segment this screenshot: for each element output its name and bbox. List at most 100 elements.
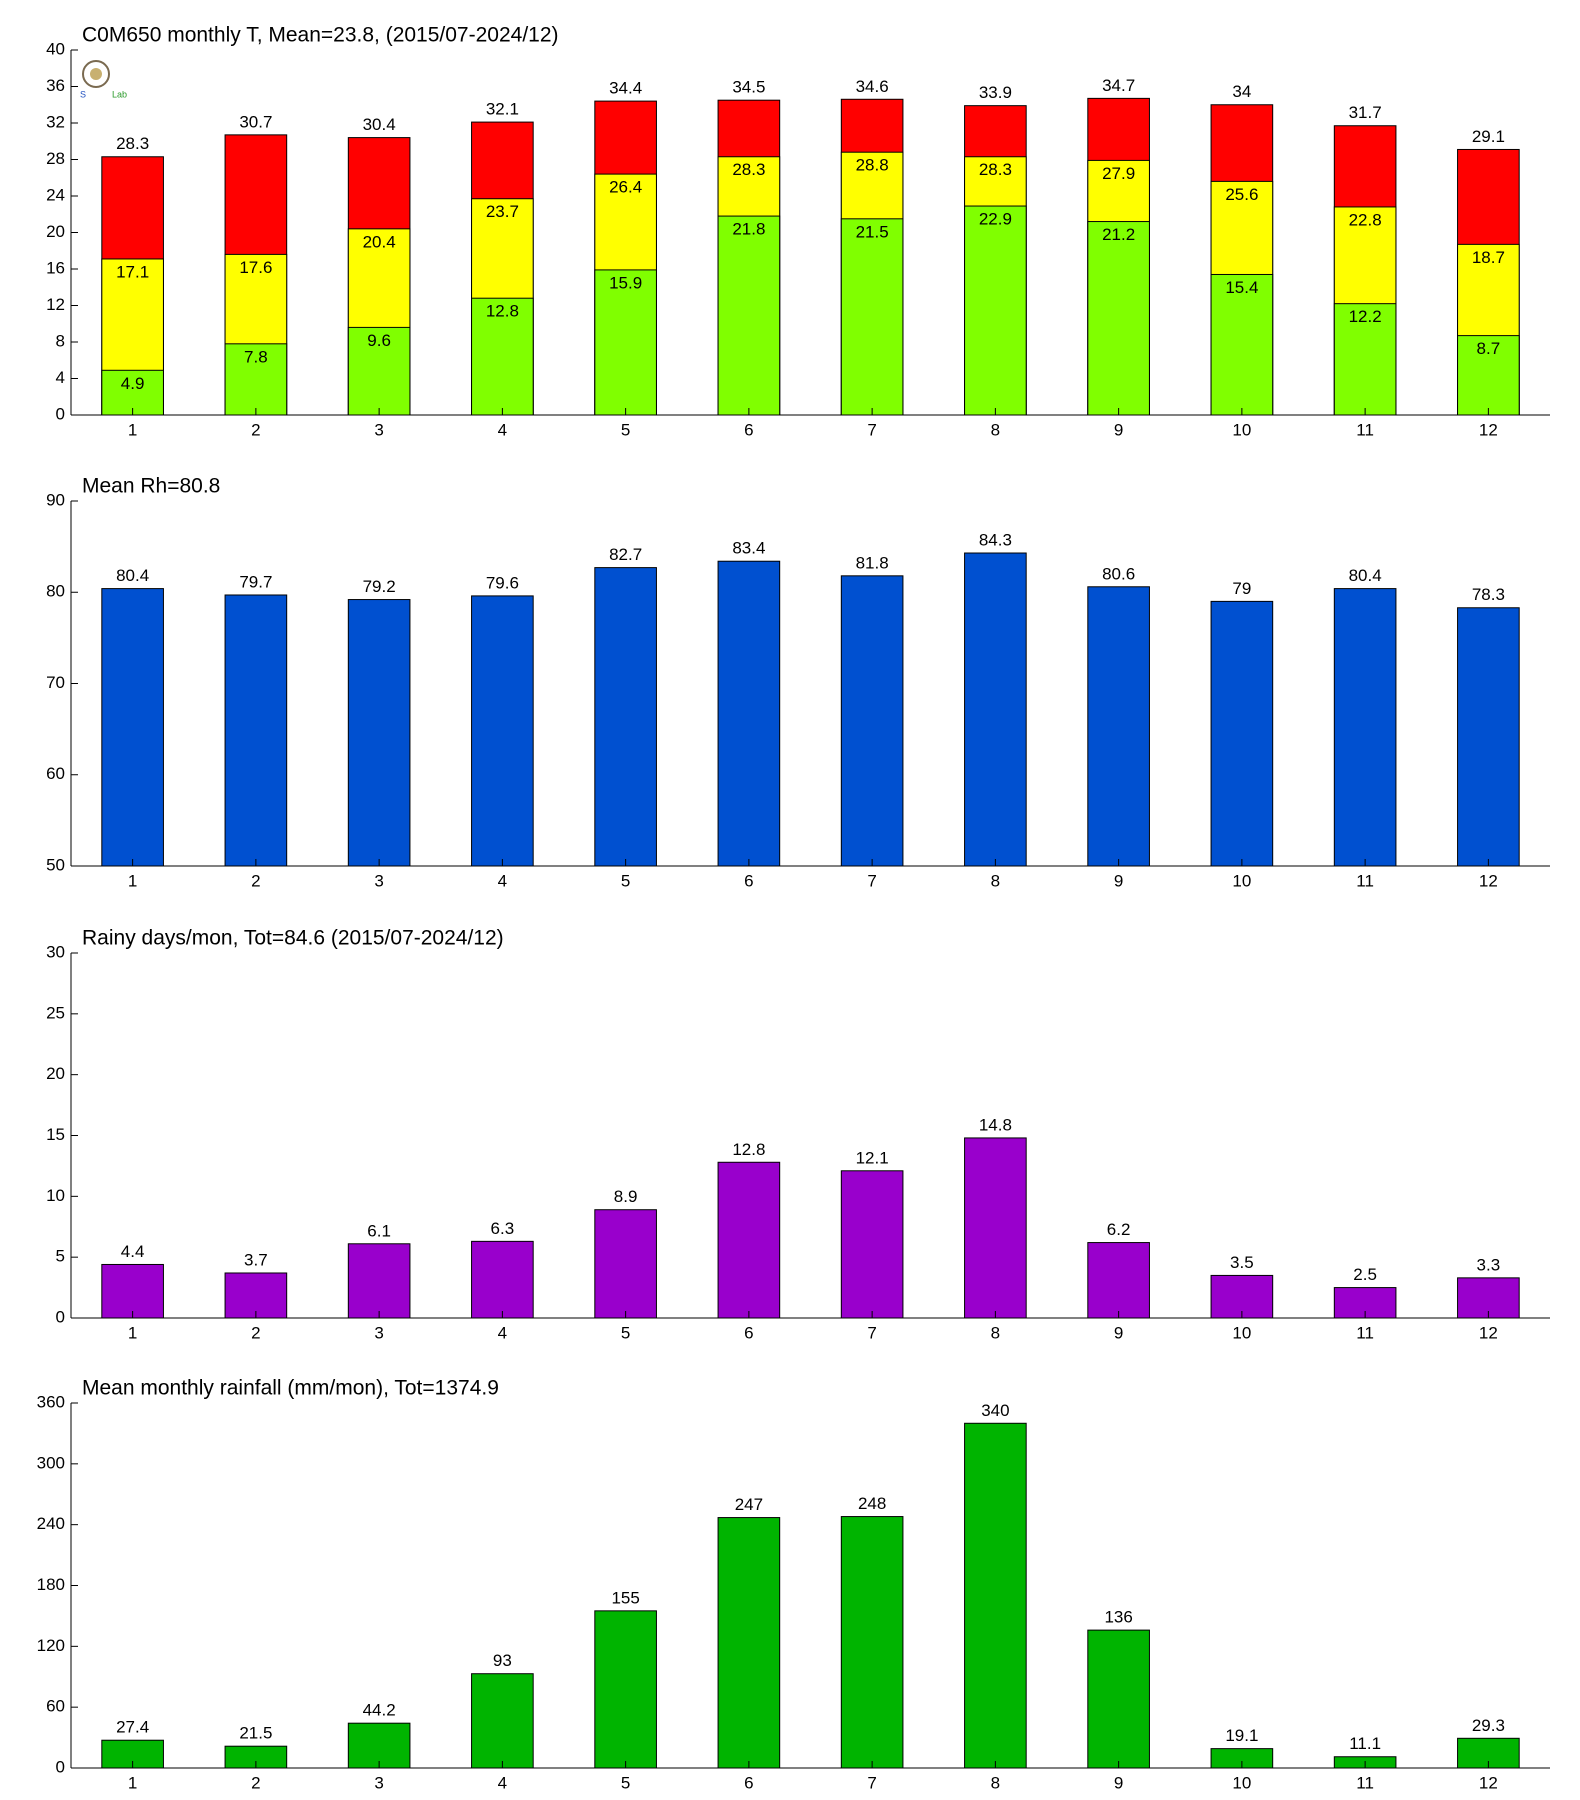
- value-label: 22.9: [979, 210, 1012, 229]
- value-label: 17.1: [116, 262, 149, 281]
- x-tick-label: 4: [498, 420, 507, 439]
- x-tick-label: 6: [744, 871, 753, 890]
- bar: [224, 343, 288, 416]
- y-tick-label: 0: [56, 1757, 65, 1776]
- value-label: 340: [981, 1401, 1009, 1420]
- x-tick-label: 5: [621, 1323, 630, 1342]
- value-label: 29.3: [1472, 1716, 1505, 1735]
- bar: [1087, 221, 1150, 416]
- value-label: 7.8: [244, 347, 268, 366]
- x-tick-label: 6: [744, 420, 753, 439]
- value-label: 80.4: [116, 566, 149, 585]
- value-label: 21.5: [239, 1724, 272, 1743]
- bar: [594, 1209, 657, 1319]
- x-tick-label: 2: [251, 1773, 260, 1792]
- x-tick-label: 3: [374, 871, 383, 890]
- x-tick-label: 10: [1232, 871, 1251, 890]
- value-label: 28.3: [979, 160, 1012, 179]
- value-label: 25.6: [1225, 185, 1258, 204]
- value-label: 8.9: [614, 1187, 638, 1206]
- value-label: 84.3: [979, 530, 1012, 549]
- x-tick-label: 9: [1114, 420, 1123, 439]
- value-label: 80.4: [1349, 566, 1382, 585]
- value-label: 3.7: [244, 1250, 268, 1269]
- value-label: 18.7: [1472, 248, 1505, 267]
- bar: [1457, 607, 1520, 867]
- y-tick-label: 30: [46, 942, 65, 961]
- y-tick-label: 360: [37, 1392, 65, 1411]
- y-tick-label: 20: [46, 1064, 65, 1083]
- value-label: 82.7: [609, 545, 642, 564]
- value-label: 3.5: [1230, 1253, 1254, 1272]
- y-tick-label: 90: [46, 490, 65, 509]
- bar: [964, 1422, 1027, 1769]
- value-label: 29.1: [1472, 127, 1505, 146]
- svg-text:S: S: [80, 89, 86, 99]
- x-tick-label: 5: [621, 420, 630, 439]
- bar: [224, 594, 288, 867]
- value-label: 19.1: [1225, 1726, 1258, 1745]
- x-tick-label: 1: [128, 1773, 137, 1792]
- value-label: 81.8: [856, 553, 889, 572]
- value-label: 155: [611, 1588, 639, 1607]
- svg-text:Lab: Lab: [112, 89, 127, 99]
- value-label: 23.7: [486, 202, 519, 221]
- y-tick-label: 8: [56, 331, 65, 350]
- x-tick-label: 1: [128, 420, 137, 439]
- value-label: 79: [1232, 579, 1251, 598]
- value-label: 80.6: [1102, 564, 1135, 583]
- value-label: 14.8: [979, 1115, 1012, 1134]
- value-label: 21.8: [732, 220, 765, 239]
- bar: [964, 1137, 1027, 1319]
- bar: [471, 1240, 534, 1319]
- y-tick-label: 24: [46, 185, 65, 204]
- value-label: 30.7: [239, 112, 272, 131]
- y-tick-label: 10: [46, 1186, 65, 1205]
- x-tick-label: 3: [374, 420, 383, 439]
- x-tick-label: 3: [374, 1773, 383, 1792]
- value-label: 44.2: [363, 1701, 396, 1720]
- x-tick-label: 6: [744, 1773, 753, 1792]
- x-tick-label: 10: [1232, 420, 1251, 439]
- value-label: 21.5: [856, 222, 889, 241]
- bar: [840, 575, 904, 867]
- value-label: 2.5: [1353, 1265, 1377, 1284]
- x-tick-label: 12: [1479, 1323, 1498, 1342]
- value-label: 79.6: [486, 573, 519, 592]
- value-label: 79.7: [239, 572, 272, 591]
- y-tick-label: 16: [46, 258, 65, 277]
- value-label: 6.1: [367, 1221, 391, 1240]
- y-tick-label: 50: [46, 855, 65, 874]
- bar: [1333, 1287, 1397, 1319]
- y-tick-label: 60: [46, 1697, 65, 1716]
- x-tick-label: 8: [991, 1773, 1000, 1792]
- bar: [1087, 1629, 1150, 1769]
- y-tick-label: 70: [46, 673, 65, 692]
- x-tick-label: 4: [498, 1773, 507, 1792]
- y-tick-label: 25: [46, 1003, 65, 1022]
- bar: [101, 369, 164, 416]
- x-tick-label: 4: [498, 1323, 507, 1342]
- y-tick-label: 120: [37, 1636, 65, 1655]
- bar: [1333, 588, 1397, 867]
- x-tick-label: 2: [251, 420, 260, 439]
- value-label: 30.4: [363, 115, 396, 134]
- value-label: 28.3: [732, 160, 765, 179]
- value-label: 34.4: [609, 79, 642, 98]
- value-label: 34.6: [856, 77, 889, 96]
- bar: [840, 218, 904, 416]
- y-tick-label: 28: [46, 149, 65, 168]
- value-label: 12.8: [486, 302, 519, 321]
- x-tick-label: 8: [991, 871, 1000, 890]
- y-tick-label: 12: [46, 295, 65, 314]
- bar: [840, 1170, 904, 1319]
- value-label: 11.1: [1349, 1734, 1381, 1753]
- bar: [594, 269, 657, 416]
- x-tick-label: 12: [1479, 1773, 1498, 1792]
- x-tick-label: 9: [1114, 1323, 1123, 1342]
- bar: [1210, 1274, 1274, 1319]
- y-tick-label: 4: [56, 368, 65, 387]
- value-label: 20.4: [363, 232, 396, 251]
- bar: [347, 1722, 411, 1769]
